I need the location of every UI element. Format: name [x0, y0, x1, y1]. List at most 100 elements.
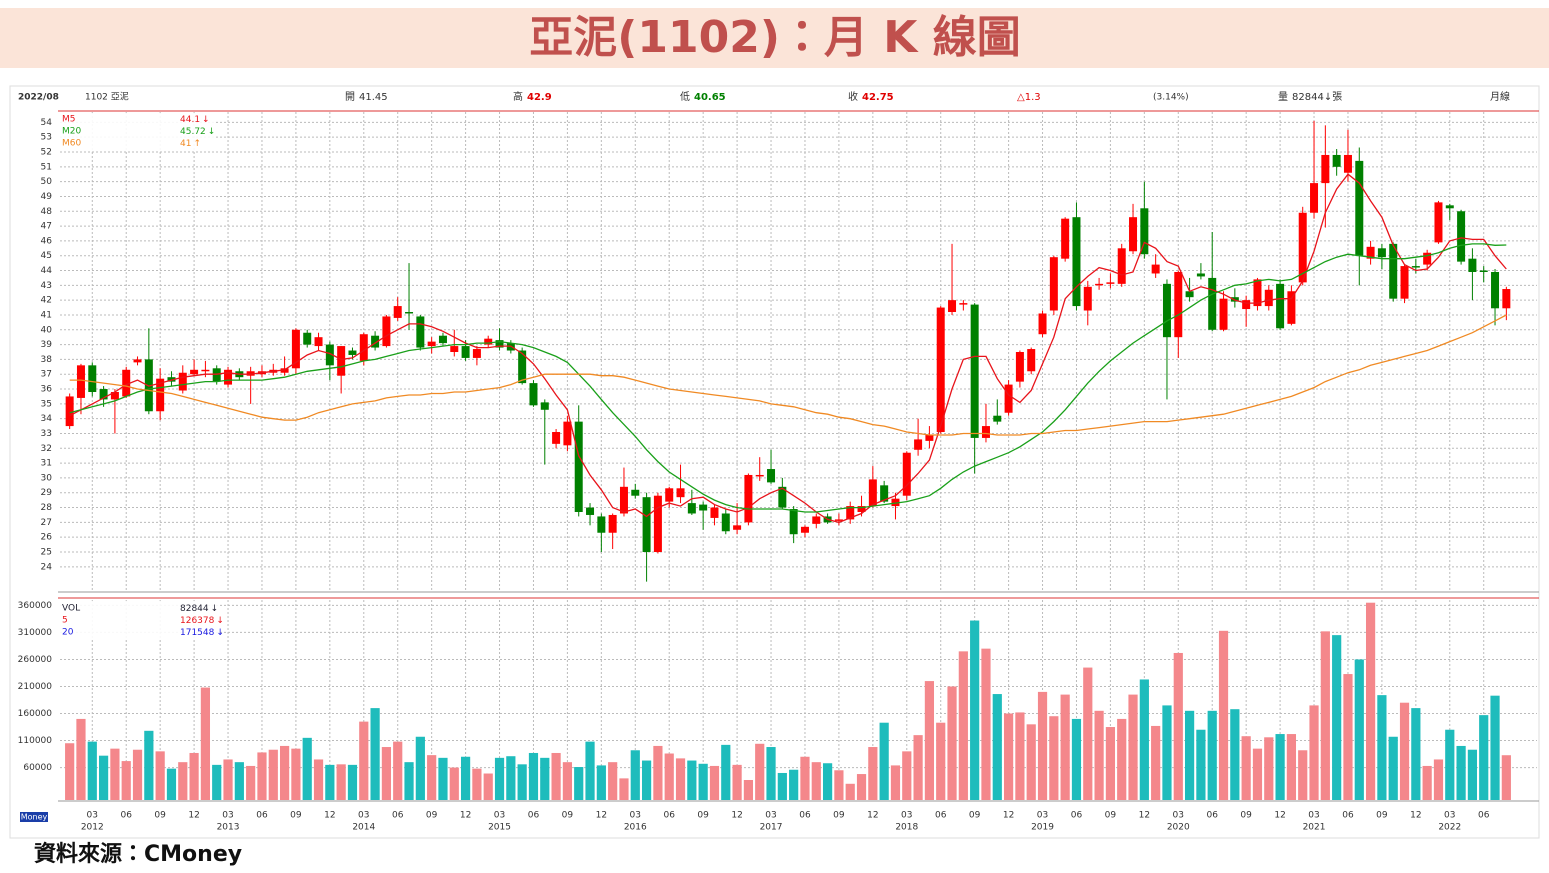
volume-bar — [732, 764, 742, 800]
volume-bar — [879, 722, 889, 800]
candle-body — [178, 372, 187, 391]
x-tick-label: 12 — [1139, 811, 1150, 821]
volume-bar — [1207, 710, 1217, 800]
candle-body — [371, 335, 380, 348]
y-tick-label: 47 — [41, 222, 52, 232]
volume-bar — [1501, 755, 1511, 800]
ma-line — [69, 243, 1507, 513]
volume-bar — [709, 765, 720, 800]
volume-bar — [110, 748, 120, 800]
volume-bar — [1365, 602, 1376, 800]
x-year-label: 2017 — [760, 823, 783, 833]
volume-bar — [234, 762, 244, 800]
value: 171548 — [180, 628, 215, 638]
candle-body — [812, 516, 821, 524]
candle-body — [1015, 352, 1024, 382]
x-tick-label: 03 — [358, 811, 369, 821]
value: 1.3 — [1025, 92, 1041, 103]
y-tick-label: 50 — [41, 177, 53, 187]
header-change-pct: (3.14%) — [1153, 93, 1189, 103]
y-tick-label: 44 — [41, 266, 53, 276]
y-tick-label: 42 — [41, 296, 52, 306]
y-tick-label: 43 — [41, 281, 52, 291]
candle-body — [201, 369, 210, 372]
volume-bar — [302, 737, 312, 800]
x-tick-label: 06 — [663, 811, 675, 821]
volume-bar — [958, 651, 968, 800]
x-tick-label: 09 — [1376, 811, 1388, 821]
volume-bar — [381, 747, 392, 800]
volume-bar — [947, 686, 957, 800]
candle-body — [981, 426, 990, 438]
volume-bar — [223, 759, 233, 800]
volume-bar — [155, 751, 165, 800]
candle-body — [190, 369, 199, 375]
candle-body — [337, 346, 346, 376]
y-tick-label: 39 — [41, 340, 53, 350]
candle-body — [552, 432, 561, 444]
volume-bar — [1343, 674, 1353, 800]
volume-bar — [347, 764, 358, 800]
volume-bar — [370, 708, 380, 800]
x-tick-label: 09 — [290, 811, 302, 821]
candle-body — [1117, 248, 1126, 284]
y-tick-label: 210000 — [18, 682, 53, 692]
candle-body — [1208, 277, 1217, 330]
candle-body — [993, 415, 1002, 422]
header-change: △1.3 — [1017, 92, 1041, 103]
trend: ↓ — [1324, 92, 1332, 103]
volume-bar — [1026, 724, 1036, 800]
volume-bar — [800, 756, 810, 800]
volume-bar — [924, 681, 935, 800]
candle-body — [405, 312, 414, 314]
candle-body — [1129, 217, 1138, 252]
volume-bar — [460, 756, 471, 800]
title-band — [0, 8, 1549, 68]
candle-body — [540, 402, 549, 410]
volume-bar — [438, 757, 448, 800]
x-tick-label: 12 — [1003, 811, 1014, 821]
x-tick-label: 09 — [426, 811, 438, 821]
x-year-label: 2019 — [1031, 823, 1054, 833]
y-tick-label: 40 — [41, 325, 53, 335]
candle-body — [450, 346, 459, 352]
y-tick-label: 110000 — [18, 736, 53, 746]
label: 高 — [513, 90, 523, 103]
candle-body — [563, 421, 572, 446]
volume-bar — [98, 755, 109, 800]
volume-bar — [121, 761, 131, 800]
legend-name: VOL — [62, 604, 80, 614]
candle-body — [925, 434, 934, 441]
x-tick-label: 06 — [935, 811, 947, 821]
candle-body — [891, 498, 900, 507]
chart-frame — [9, 85, 1540, 839]
y-tick-label: 360000 — [18, 601, 53, 611]
legend-value: 41 ↑ — [180, 139, 201, 149]
x-year-label: 2020 — [1167, 823, 1190, 833]
label: 開 — [345, 91, 355, 103]
volume-bar — [743, 780, 754, 800]
volume-bar — [1286, 734, 1297, 800]
y-tick-label: 33 — [41, 429, 52, 439]
header-high: 高 42.9 — [513, 90, 552, 103]
unit: 張 — [1332, 91, 1342, 103]
y-tick-label: 54 — [41, 118, 53, 128]
label: 收 — [848, 90, 858, 103]
trend: ↑ — [193, 139, 201, 149]
x-tick-label: 06 — [392, 811, 404, 821]
value: 40.65 — [694, 92, 726, 103]
header-period: 月線 — [1490, 90, 1510, 103]
volume-bar — [472, 768, 482, 800]
source: 資料來源：CMoney — [34, 841, 242, 867]
x-tick-label: 09 — [562, 811, 574, 821]
volume-bar — [1003, 713, 1014, 800]
volume-bar — [1411, 708, 1421, 800]
y-tick-label: 46 — [41, 236, 53, 246]
candle-body — [880, 485, 889, 502]
volume-bar — [698, 763, 708, 800]
candle-body — [1423, 252, 1432, 265]
candle-body — [1072, 217, 1081, 307]
x-tick-label: 09 — [833, 811, 845, 821]
volume-bar — [1128, 694, 1138, 800]
x-tick-label: 06 — [1478, 811, 1490, 821]
